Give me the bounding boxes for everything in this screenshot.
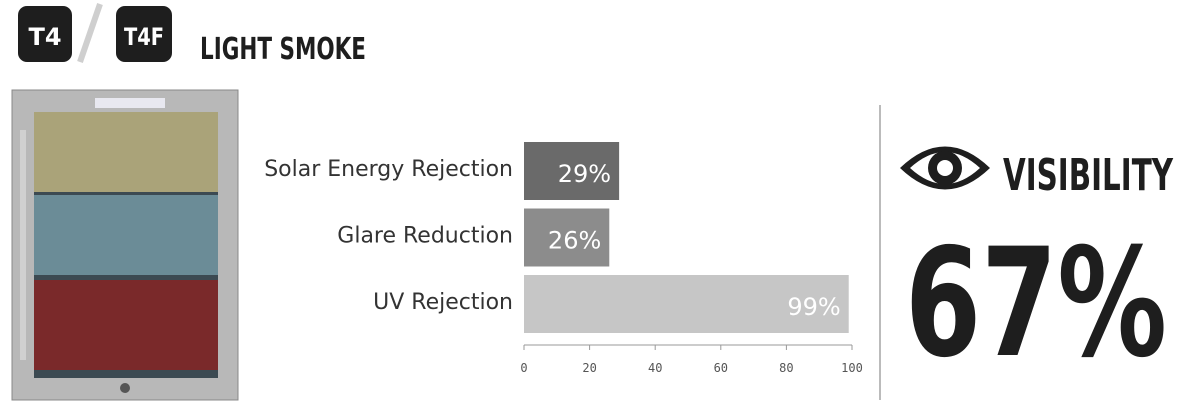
shelf-bottom bbox=[34, 280, 218, 370]
eye-pupil bbox=[937, 160, 953, 176]
x-tick-label: 100 bbox=[841, 361, 863, 375]
fridge-image bbox=[11, 89, 239, 401]
visibility-value: 67% bbox=[905, 217, 1167, 391]
badge bbox=[18, 6, 72, 62]
value-label: 99% bbox=[787, 293, 840, 321]
badge bbox=[116, 6, 172, 62]
x-tick-label: 20 bbox=[582, 361, 596, 375]
handle bbox=[20, 130, 26, 360]
title: LIGHT SMOKE bbox=[200, 32, 366, 67]
value-label: 26% bbox=[548, 227, 601, 255]
shelf-top bbox=[34, 112, 218, 192]
value-label: 29% bbox=[558, 160, 611, 188]
bar bbox=[524, 142, 620, 200]
x-tick-label: 40 bbox=[648, 361, 662, 375]
bar bbox=[524, 275, 849, 333]
lock bbox=[120, 383, 130, 393]
eye-icon bbox=[900, 146, 990, 190]
badge-text: T4 bbox=[28, 23, 61, 51]
x-tick-label: 60 bbox=[714, 361, 728, 375]
category-label: Glare Reduction bbox=[337, 224, 513, 249]
visibility-label: VISIBILITY bbox=[1003, 150, 1174, 201]
display bbox=[95, 98, 165, 108]
category-label: Solar Energy Rejection bbox=[264, 157, 513, 182]
x-tick-label: 0 bbox=[520, 361, 527, 375]
category-label: UV Rejection bbox=[373, 290, 513, 315]
shelf-middle bbox=[34, 195, 218, 275]
x-tick-label: 80 bbox=[779, 361, 793, 375]
bar bbox=[524, 208, 610, 267]
slash bbox=[77, 3, 103, 63]
badge-text: T4F bbox=[124, 23, 164, 51]
